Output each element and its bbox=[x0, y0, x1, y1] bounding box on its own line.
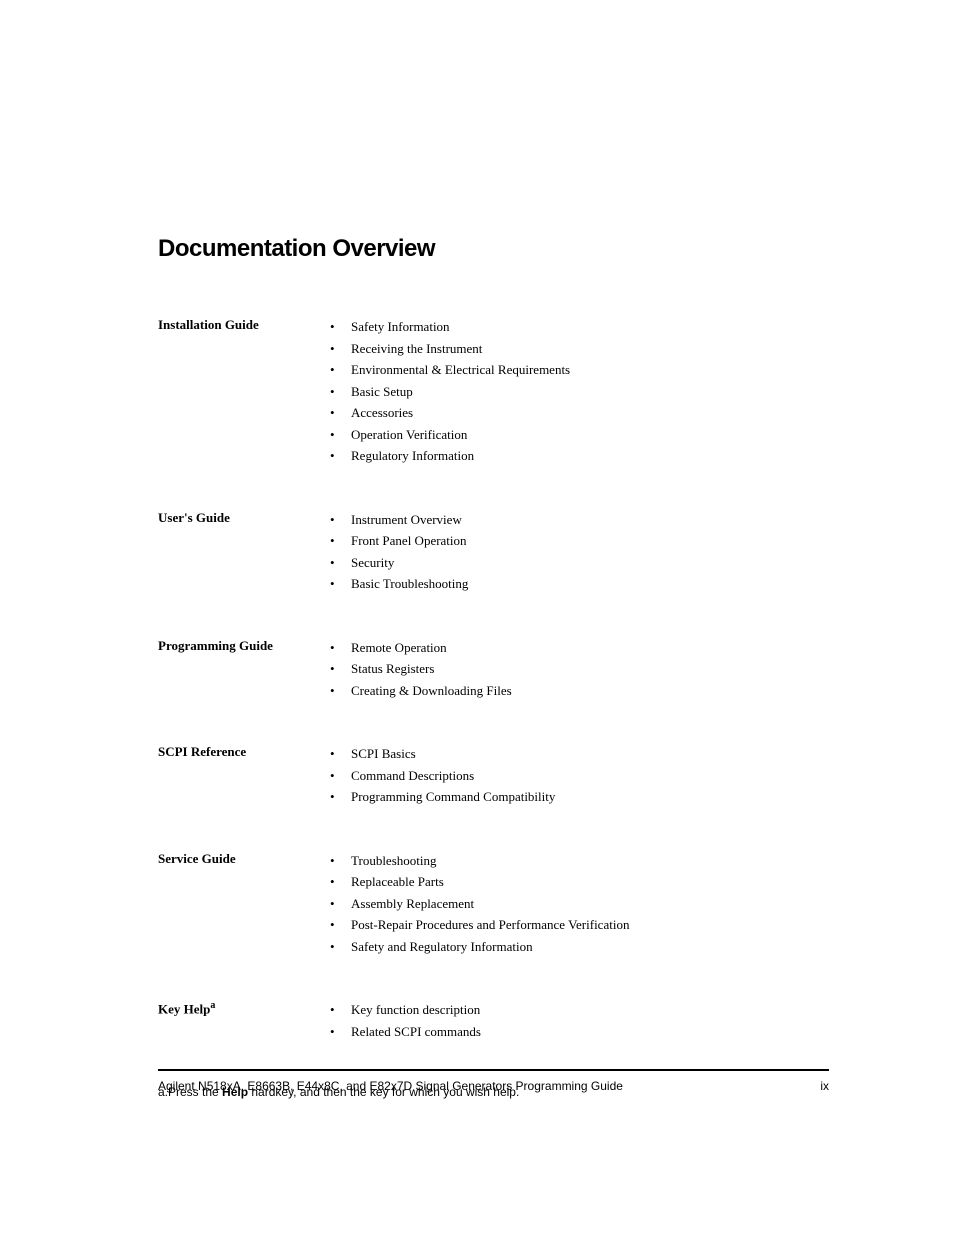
section-item: Post-Repair Procedures and Performance V… bbox=[323, 915, 629, 935]
footer-right: ix bbox=[820, 1079, 829, 1093]
footer-rule bbox=[158, 1069, 829, 1071]
doc-section: Key HelpaKey function descriptionRelated… bbox=[158, 1000, 829, 1043]
footer-left: Agilent N518xA, E8663B, E44x8C, and E82x… bbox=[158, 1079, 623, 1093]
section-item: Regulatory Information bbox=[323, 446, 570, 466]
section-label: Programming Guide bbox=[158, 638, 323, 703]
section-item: Safety and Regulatory Information bbox=[323, 937, 629, 957]
section-label: Service Guide bbox=[158, 851, 323, 959]
section-item: Command Descriptions bbox=[323, 766, 555, 786]
section-item: Accessories bbox=[323, 403, 570, 423]
footer-line: Agilent N518xA, E8663B, E44x8C, and E82x… bbox=[158, 1079, 829, 1093]
section-item: Receiving the Instrument bbox=[323, 339, 570, 359]
section-item: Status Registers bbox=[323, 659, 512, 679]
section-label-super: a bbox=[210, 1000, 215, 1011]
section-item: Replaceable Parts bbox=[323, 872, 629, 892]
section-label: Key Helpa bbox=[158, 1000, 323, 1043]
section-items: SCPI BasicsCommand DescriptionsProgrammi… bbox=[323, 744, 555, 809]
section-items: TroubleshootingReplaceable PartsAssembly… bbox=[323, 851, 629, 959]
section-item: Basic Troubleshooting bbox=[323, 574, 468, 594]
section-item: Related SCPI commands bbox=[323, 1022, 481, 1042]
section-item: Assembly Replacement bbox=[323, 894, 629, 914]
page-heading: Documentation Overview bbox=[158, 235, 829, 263]
doc-section: User's GuideInstrument OverviewFront Pan… bbox=[158, 510, 829, 596]
doc-section: Installation GuideSafety InformationRece… bbox=[158, 317, 829, 468]
doc-section: Programming GuideRemote OperationStatus … bbox=[158, 638, 829, 703]
section-item: Basic Setup bbox=[323, 382, 570, 402]
section-item: Programming Command Compatibility bbox=[323, 787, 555, 807]
section-items: Remote OperationStatus RegistersCreating… bbox=[323, 638, 512, 703]
doc-section: Service GuideTroubleshootingReplaceable … bbox=[158, 851, 829, 959]
section-label: Installation Guide bbox=[158, 317, 323, 468]
section-item: Operation Verification bbox=[323, 425, 570, 445]
page-footer: Agilent N518xA, E8663B, E44x8C, and E82x… bbox=[158, 1069, 829, 1093]
section-item: SCPI Basics bbox=[323, 744, 555, 764]
section-item: Security bbox=[323, 553, 468, 573]
section-item: Troubleshooting bbox=[323, 851, 629, 871]
section-label: SCPI Reference bbox=[158, 744, 323, 809]
section-item: Creating & Downloading Files bbox=[323, 681, 512, 701]
section-item: Front Panel Operation bbox=[323, 531, 468, 551]
sections-container: Installation GuideSafety InformationRece… bbox=[158, 317, 829, 1043]
section-items: Key function descriptionRelated SCPI com… bbox=[323, 1000, 481, 1043]
section-items: Instrument OverviewFront Panel Operation… bbox=[323, 510, 468, 596]
section-items: Safety InformationReceiving the Instrume… bbox=[323, 317, 570, 468]
doc-section: SCPI ReferenceSCPI BasicsCommand Descrip… bbox=[158, 744, 829, 809]
section-item: Remote Operation bbox=[323, 638, 512, 658]
page-content: Documentation Overview Installation Guid… bbox=[0, 0, 954, 1099]
section-item: Key function description bbox=[323, 1000, 481, 1020]
section-item: Safety Information bbox=[323, 317, 570, 337]
section-item: Environmental & Electrical Requirements bbox=[323, 360, 570, 380]
section-label: User's Guide bbox=[158, 510, 323, 596]
section-item: Instrument Overview bbox=[323, 510, 468, 530]
